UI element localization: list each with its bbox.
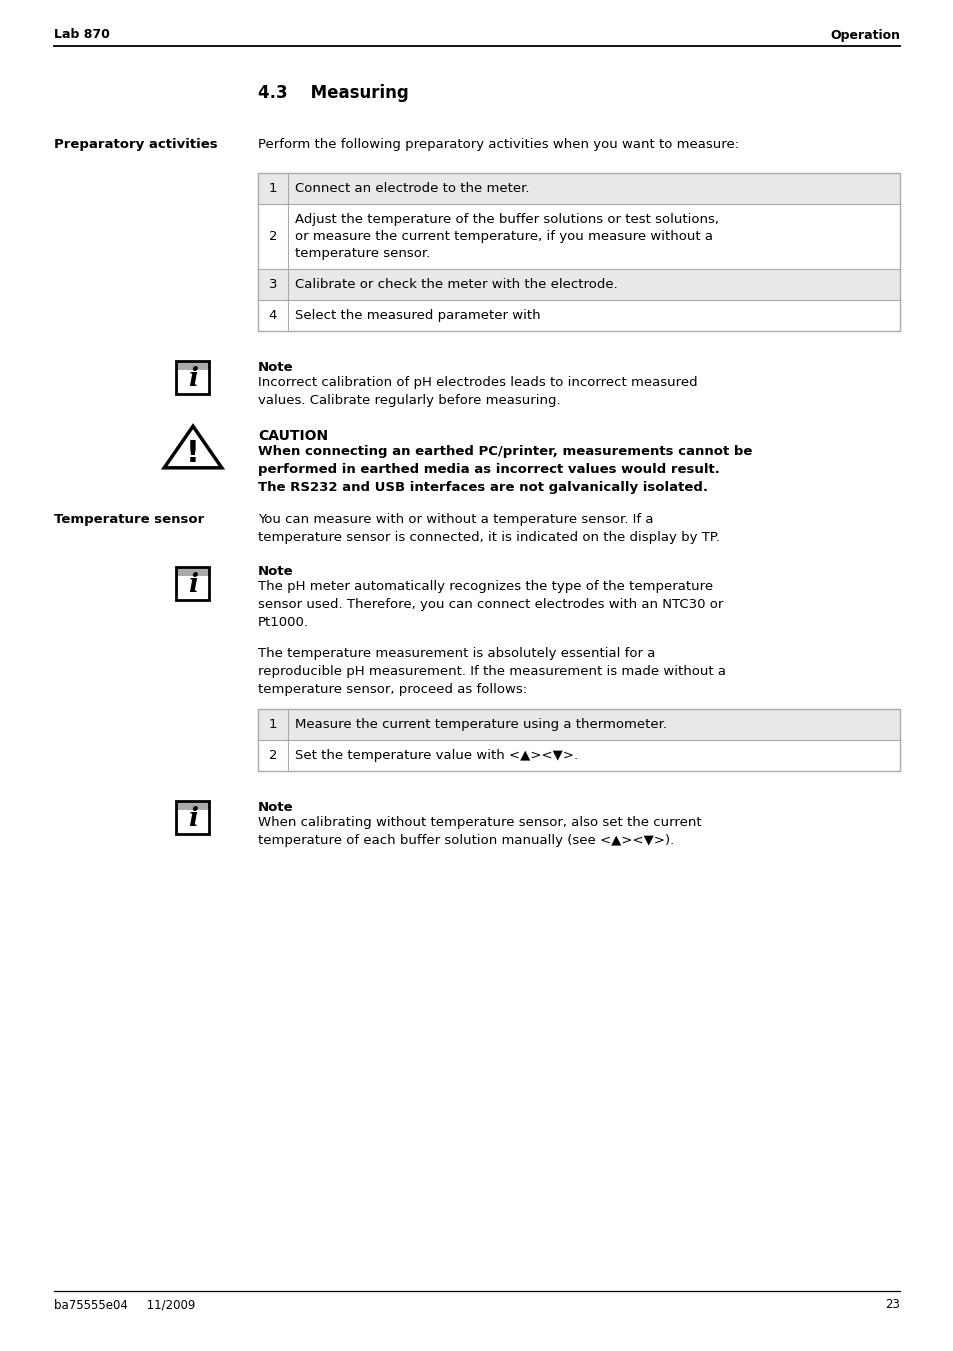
FancyBboxPatch shape (257, 204, 899, 269)
Text: Temperature sensor: Temperature sensor (54, 513, 204, 526)
Text: Operation: Operation (829, 28, 899, 42)
Text: i: i (188, 366, 198, 392)
Text: 4.3    Measuring: 4.3 Measuring (257, 84, 408, 101)
Text: Select the measured parameter with: Select the measured parameter with (294, 309, 544, 322)
FancyBboxPatch shape (176, 801, 210, 809)
Text: i: i (188, 573, 198, 597)
Text: CAUTION: CAUTION (257, 430, 328, 443)
FancyBboxPatch shape (176, 566, 210, 576)
Text: 4: 4 (269, 309, 277, 322)
Polygon shape (164, 426, 221, 467)
FancyBboxPatch shape (257, 300, 899, 331)
Text: i: i (188, 807, 198, 831)
Text: When calibrating without temperature sensor, also set the current
temperature of: When calibrating without temperature sen… (257, 816, 700, 847)
FancyBboxPatch shape (257, 740, 899, 771)
FancyBboxPatch shape (257, 173, 899, 204)
Text: 2: 2 (269, 748, 277, 762)
Text: Note: Note (257, 565, 294, 578)
Text: 2: 2 (269, 230, 277, 243)
Text: Measure the current temperature using a thermometer.: Measure the current temperature using a … (294, 717, 666, 731)
Text: Incorrect calibration of pH electrodes leads to incorrect measured
values. Calib: Incorrect calibration of pH electrodes l… (257, 376, 697, 407)
Text: Adjust the temperature of the buffer solutions or test solutions,
or measure the: Adjust the temperature of the buffer sol… (294, 212, 719, 261)
Text: Preparatory activities: Preparatory activities (54, 138, 217, 151)
Text: The pH meter automatically recognizes the type of the temperature
sensor used. T: The pH meter automatically recognizes th… (257, 580, 722, 630)
Text: 1: 1 (269, 717, 277, 731)
Text: Connect an electrode to the meter.: Connect an electrode to the meter. (294, 182, 529, 195)
FancyBboxPatch shape (176, 361, 210, 370)
Text: 23: 23 (884, 1298, 899, 1312)
FancyBboxPatch shape (176, 576, 210, 600)
Text: ba75555e04     11/2009: ba75555e04 11/2009 (54, 1298, 195, 1312)
FancyBboxPatch shape (176, 809, 210, 834)
Text: Calibrate or check the meter with the electrode.: Calibrate or check the meter with the el… (294, 278, 618, 290)
Text: Lab 870: Lab 870 (54, 28, 110, 42)
Text: When connecting an earthed PC/printer, measurements cannot be
performed in earth: When connecting an earthed PC/printer, m… (257, 444, 752, 494)
Text: You can measure with or without a temperature sensor. If a
temperature sensor is: You can measure with or without a temper… (257, 513, 720, 544)
Text: 3: 3 (269, 278, 277, 290)
Text: Perform the following preparatory activities when you want to measure:: Perform the following preparatory activi… (257, 138, 739, 151)
Text: Note: Note (257, 361, 294, 374)
FancyBboxPatch shape (257, 709, 899, 740)
Text: !: ! (186, 439, 200, 467)
FancyBboxPatch shape (176, 370, 210, 393)
FancyBboxPatch shape (257, 269, 899, 300)
Text: 1: 1 (269, 182, 277, 195)
Text: Note: Note (257, 801, 294, 815)
Text: The temperature measurement is absolutely essential for a
reproducible pH measur: The temperature measurement is absolutel… (257, 647, 725, 696)
Text: Set the temperature value with <▲><▼>.: Set the temperature value with <▲><▼>. (294, 748, 578, 762)
